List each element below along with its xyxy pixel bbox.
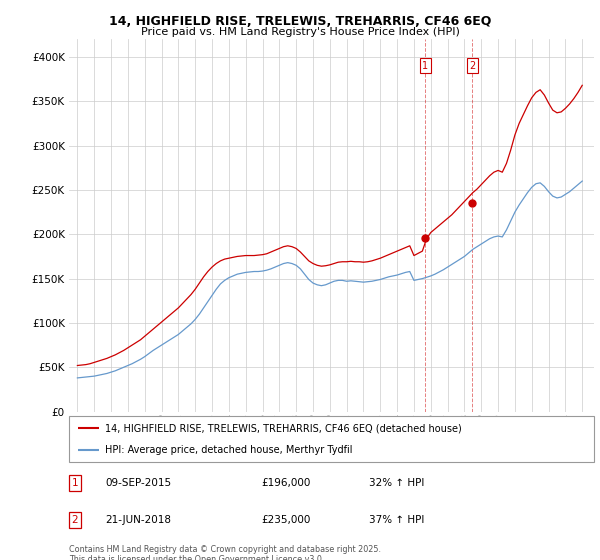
Text: Price paid vs. HM Land Registry's House Price Index (HPI): Price paid vs. HM Land Registry's House … bbox=[140, 27, 460, 37]
Text: 32% ↑ HPI: 32% ↑ HPI bbox=[369, 478, 424, 488]
Text: 1: 1 bbox=[422, 61, 428, 71]
Text: 14, HIGHFIELD RISE, TRELEWIS, TREHARRIS, CF46 6EQ (detached house): 14, HIGHFIELD RISE, TRELEWIS, TREHARRIS,… bbox=[105, 423, 461, 433]
Text: Contains HM Land Registry data © Crown copyright and database right 2025.
This d: Contains HM Land Registry data © Crown c… bbox=[69, 545, 381, 560]
Text: HPI: Average price, detached house, Merthyr Tydfil: HPI: Average price, detached house, Mert… bbox=[105, 445, 352, 455]
Text: £235,000: £235,000 bbox=[261, 515, 310, 525]
Text: 1: 1 bbox=[71, 478, 79, 488]
Text: 2: 2 bbox=[71, 515, 79, 525]
Text: 14, HIGHFIELD RISE, TRELEWIS, TREHARRIS, CF46 6EQ: 14, HIGHFIELD RISE, TRELEWIS, TREHARRIS,… bbox=[109, 15, 491, 27]
Text: 37% ↑ HPI: 37% ↑ HPI bbox=[369, 515, 424, 525]
Text: £196,000: £196,000 bbox=[261, 478, 310, 488]
Text: 2: 2 bbox=[469, 61, 475, 71]
Text: 09-SEP-2015: 09-SEP-2015 bbox=[105, 478, 171, 488]
Text: 21-JUN-2018: 21-JUN-2018 bbox=[105, 515, 171, 525]
